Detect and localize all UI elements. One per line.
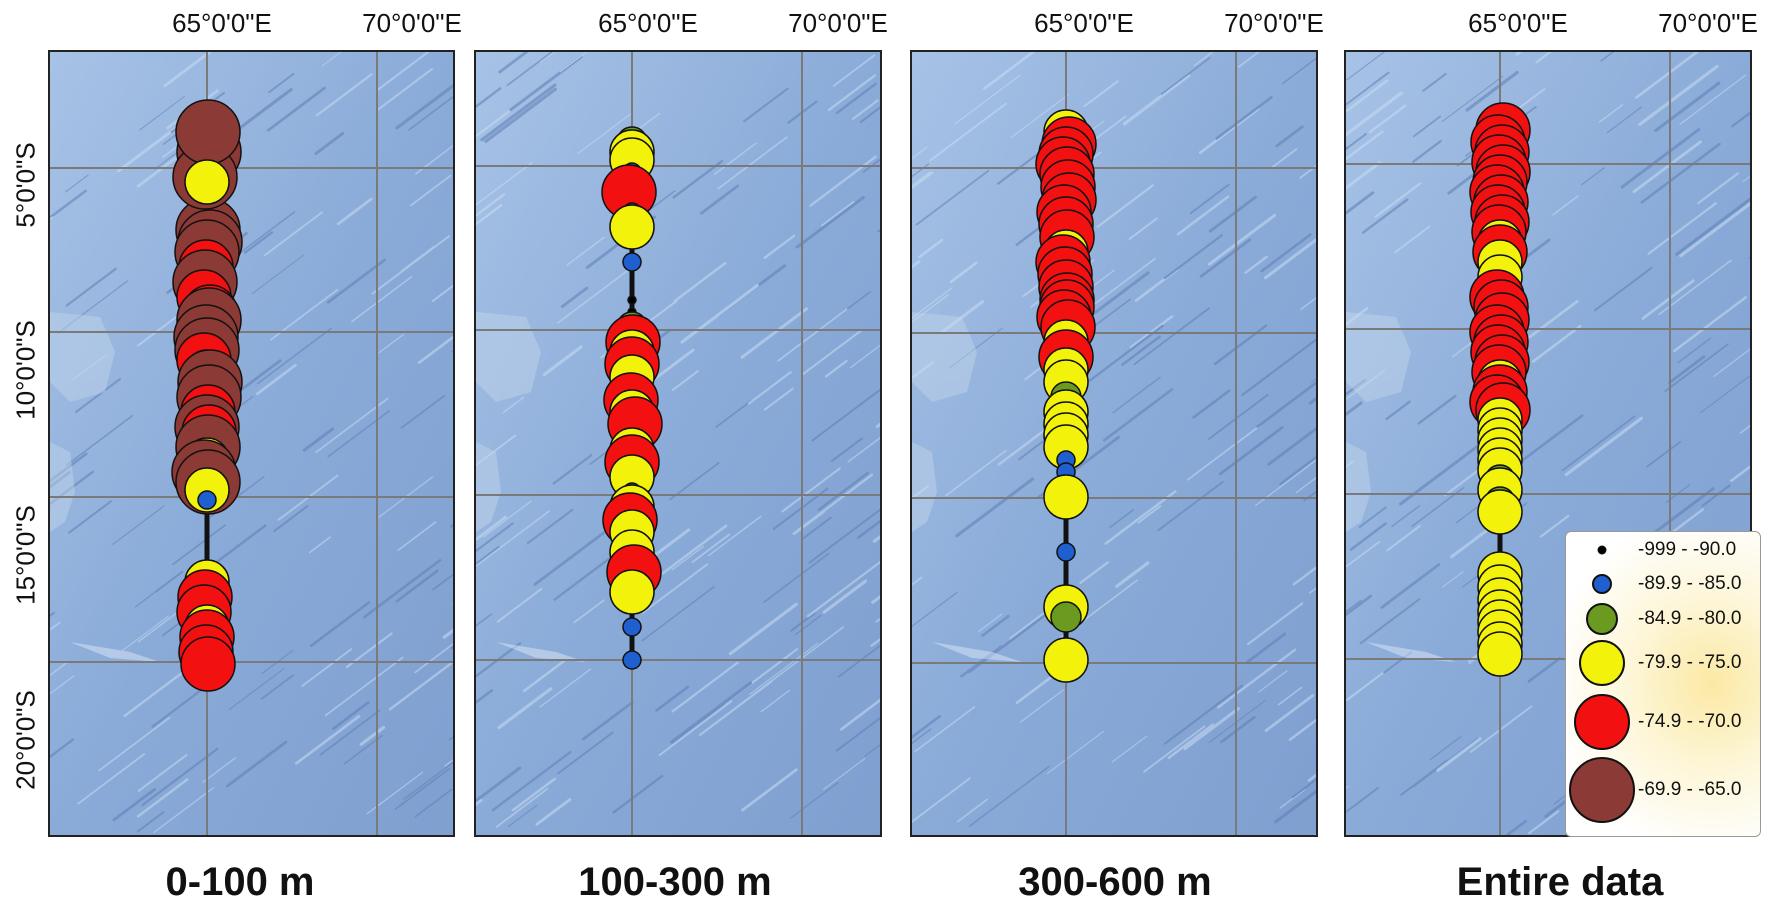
lon-label-70-panel2: 70°0'0"E xyxy=(788,8,888,38)
observation-marker xyxy=(1043,637,1089,683)
observation-marker xyxy=(1050,601,1082,633)
legend-label: -89.9 - -85.0 xyxy=(1638,573,1742,594)
lon-label-70-panel1: 70°0'0"E xyxy=(362,8,462,38)
lon-label-70-panel3: 70°0'0"E xyxy=(1224,8,1324,38)
map-panel-100-300m xyxy=(474,50,882,837)
legend-label: -999 - -90.0 xyxy=(1638,539,1737,560)
map-svg-100-300m xyxy=(476,52,880,835)
observation-markers xyxy=(1035,109,1097,683)
observation-marker xyxy=(1043,474,1089,520)
observation-marker xyxy=(609,204,655,250)
map-panel-300-600m xyxy=(910,50,1318,837)
lon-label-65-panel1: 65°0'0"E xyxy=(172,8,272,38)
caption-300-600m: 300-600 m xyxy=(1018,860,1212,904)
map-panel-0-100m xyxy=(48,50,455,837)
plateau-shapes xyxy=(476,312,586,662)
observation-markers xyxy=(1469,102,1531,677)
lat-label-20s: 20°0'0"S xyxy=(10,690,41,790)
ocean-background xyxy=(50,52,453,835)
graticule xyxy=(50,52,453,835)
plateau-shapes xyxy=(50,312,160,662)
lat-label-15s: 15°0'0"S xyxy=(10,505,41,605)
observation-marker xyxy=(627,295,637,305)
map-legend: -999 - -90.0 -89.9 - -85.0 -84.9 - -80.0… xyxy=(1565,531,1761,837)
plateau-shapes xyxy=(912,312,1022,662)
observation-marker xyxy=(184,467,230,513)
observation-markers xyxy=(601,126,663,670)
lon-label-65-panel2: 65°0'0"E xyxy=(598,8,698,38)
legend-label: -74.9 - -70.0 xyxy=(1638,711,1742,732)
plateau-shapes xyxy=(1346,312,1456,662)
legend-symbol xyxy=(1569,757,1635,823)
observation-marker xyxy=(1056,542,1076,562)
legend-label: -69.9 - -65.0 xyxy=(1638,779,1742,800)
legend-symbol xyxy=(1586,603,1618,635)
legend-symbol xyxy=(1597,545,1607,555)
seafloor-texture xyxy=(50,52,453,834)
lon-label-65-panel3: 65°0'0"E xyxy=(1034,8,1134,38)
legend-label: -84.9 - -80.0 xyxy=(1638,608,1742,629)
lat-label-5s: 5°0'0"S xyxy=(10,142,41,228)
map-svg-300-600m xyxy=(912,52,1316,835)
map-svg-0-100m xyxy=(50,52,453,835)
caption-100-300m: 100-300 m xyxy=(578,860,772,904)
legend-label: -79.9 - -75.0 xyxy=(1638,652,1742,673)
lat-label-10s: 10°0'0"S xyxy=(10,320,41,420)
legend-symbol xyxy=(1574,694,1630,750)
observation-marker xyxy=(622,252,642,272)
observation-marker xyxy=(180,636,236,692)
observation-marker xyxy=(1477,631,1523,677)
caption-0-100m: 0-100 m xyxy=(165,860,315,904)
legend-symbol xyxy=(1579,640,1625,686)
observation-marker xyxy=(622,650,642,670)
caption-entire-data: Entire data xyxy=(1456,860,1664,904)
lon-label-65-panel4: 65°0'0"E xyxy=(1468,8,1568,38)
observation-marker xyxy=(175,99,241,165)
observation-marker xyxy=(184,159,230,205)
lon-label-70-panel4: 70°0'0"E xyxy=(1658,8,1758,38)
ocean-background xyxy=(912,52,1316,835)
observation-marker xyxy=(622,617,642,637)
legend-symbol xyxy=(1592,574,1612,594)
ocean-background xyxy=(476,52,880,835)
observation-markers xyxy=(171,99,243,692)
observation-marker xyxy=(1477,489,1523,535)
observation-marker xyxy=(197,490,217,510)
observation-marker xyxy=(609,569,655,615)
